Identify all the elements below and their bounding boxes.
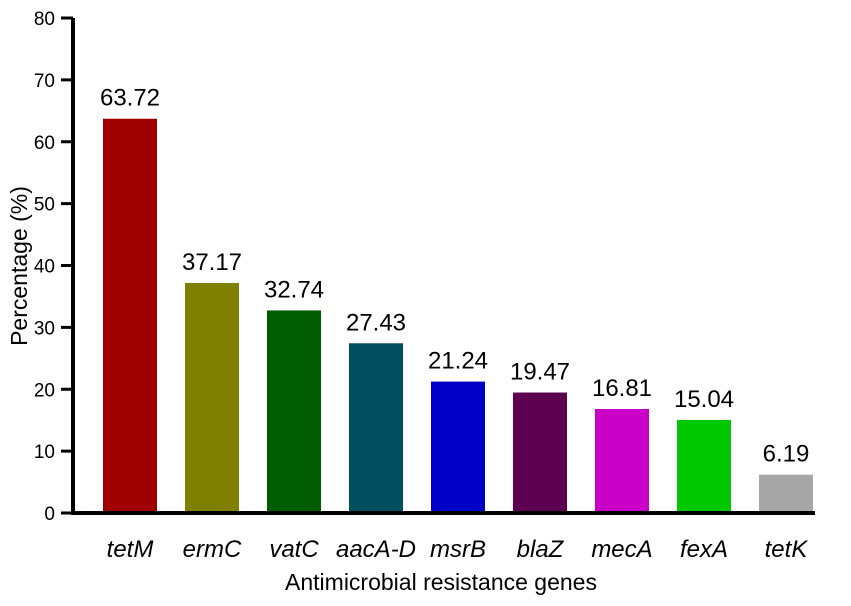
x-tick-labels-group: tetM ermC vatC aacA-D msrB blaZ mecA fexA tetK bbox=[107, 536, 809, 563]
y-axis-ticks: 0 10 20 30 40 50 60 70 80 bbox=[34, 9, 73, 525]
bar-aacA-D bbox=[349, 343, 403, 513]
bar-tetM bbox=[103, 118, 157, 514]
bars-group bbox=[103, 118, 813, 514]
x-tick-label-mecA: mecA bbox=[591, 536, 652, 563]
x-tick-label-vatC: vatC bbox=[269, 536, 319, 563]
data-label-msrB: 21.24 bbox=[428, 348, 488, 375]
y-tick-label: 10 bbox=[34, 442, 55, 463]
y-tick-label: 50 bbox=[34, 195, 55, 216]
bar-fexA bbox=[677, 419, 731, 513]
y-axis-title: Percentage (%) bbox=[6, 186, 32, 346]
bar-tetK bbox=[759, 474, 813, 513]
y-tick-label: 30 bbox=[34, 318, 55, 339]
y-tick-label: 80 bbox=[34, 9, 55, 30]
data-label-vatC: 32.74 bbox=[264, 276, 324, 303]
y-tick-label: 60 bbox=[34, 133, 55, 154]
data-label-aacA-D: 27.43 bbox=[346, 309, 406, 336]
y-tick-label: 20 bbox=[34, 380, 55, 401]
x-tick-label-ermC: ermC bbox=[183, 536, 242, 563]
data-label-fexA: 15.04 bbox=[674, 386, 734, 413]
x-tick-label-msrB: msrB bbox=[430, 536, 486, 563]
bar-mecA bbox=[595, 408, 649, 513]
bar-vatC bbox=[267, 310, 321, 513]
data-label-tetK: 6.19 bbox=[763, 441, 810, 468]
x-tick-label-blaZ: blaZ bbox=[517, 536, 565, 563]
bar-msrB bbox=[431, 381, 485, 513]
data-label-ermC: 37.17 bbox=[182, 249, 242, 276]
y-tick-label: 0 bbox=[44, 504, 55, 525]
x-tick-label-aacA-D: aacA-D bbox=[336, 536, 416, 563]
y-tick-label: 70 bbox=[34, 71, 55, 92]
x-axis-title: Antimicrobial resistance genes bbox=[285, 569, 597, 595]
data-label-mecA: 16.81 bbox=[592, 375, 652, 402]
y-tick-label: 40 bbox=[34, 257, 55, 278]
bar-blaZ bbox=[513, 392, 567, 513]
x-tick-label-fexA: fexA bbox=[680, 536, 728, 563]
x-tick-label-tetM: tetM bbox=[107, 536, 154, 563]
x-tick-label-tetK: tetK bbox=[765, 536, 809, 563]
bar-ermC bbox=[185, 283, 239, 513]
data-labels-group: 63.72 37.17 32.74 27.43 21.24 19.47 16.81 15.04… bbox=[100, 85, 809, 468]
data-label-tetM: 63.72 bbox=[100, 85, 160, 112]
data-label-blaZ: 19.47 bbox=[510, 359, 570, 386]
